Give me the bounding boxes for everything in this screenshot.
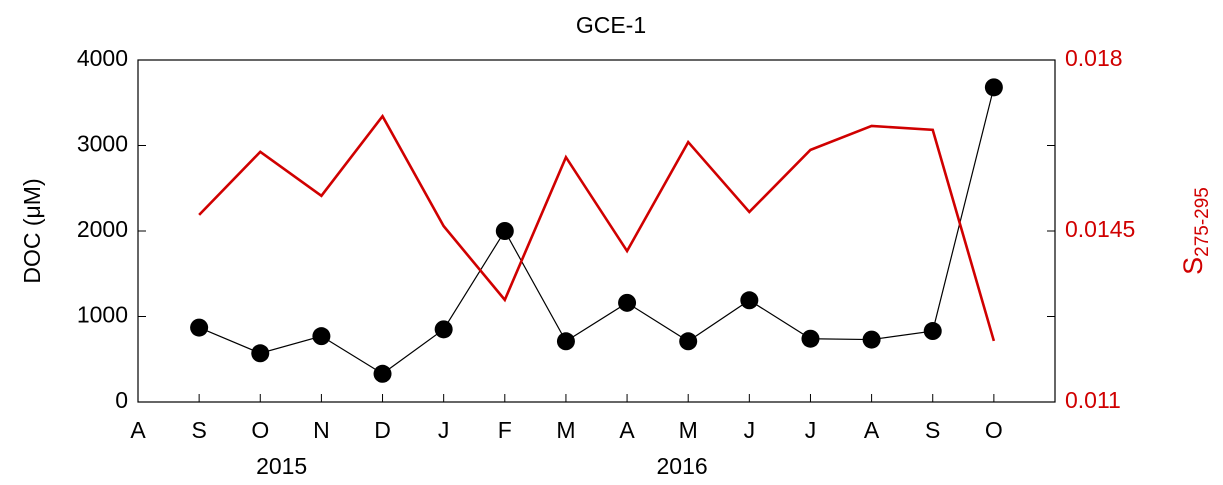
series-line [198, 113, 996, 342]
x-tick-label: A [619, 417, 635, 443]
x-tick-label: O [251, 417, 269, 443]
y-tick-label: 2000 [77, 216, 128, 242]
y-axis-label: DOC (μM) [19, 178, 45, 283]
y2-label-main: S [1178, 257, 1208, 275]
y2-axis-label: S275-295 [1178, 187, 1213, 275]
y2-tick-label: 0.011 [1065, 387, 1121, 413]
y-tick-label: 1000 [77, 302, 128, 328]
x-tick-label: M [679, 417, 698, 443]
data-point [923, 322, 942, 341]
data-point [190, 318, 209, 337]
plot-frame [137, 59, 1056, 403]
y-tick-label: 4000 [77, 45, 128, 71]
data-point [434, 320, 453, 339]
data-point [495, 222, 514, 240]
year-label: 2015 [256, 453, 307, 479]
data-point [556, 332, 575, 351]
x-tick-label: J [438, 417, 450, 443]
x-tick-label: J [805, 417, 817, 443]
x-tick-label: A [130, 417, 146, 443]
x-tick-label: N [313, 417, 330, 443]
x-tick-label: M [556, 417, 575, 443]
year-label: 2016 [657, 453, 708, 479]
x-tick-label: J [744, 417, 756, 443]
data-point [618, 293, 637, 312]
x-tick-label: S [191, 417, 206, 443]
y-tick-label: 0 [115, 387, 128, 413]
data-point [373, 364, 392, 383]
x-tick-label: A [864, 417, 880, 443]
chart-title: GCE-1 [576, 12, 646, 38]
x-tick-label: F [498, 417, 512, 443]
series-line [198, 87, 995, 375]
x-tick-label: D [374, 417, 391, 443]
data-point [740, 291, 759, 310]
y2-label-sub: 275-295 [1192, 187, 1213, 257]
x-tick-label: O [985, 417, 1003, 443]
y-tick-label: 3000 [77, 131, 128, 157]
data-point [862, 330, 881, 349]
data-point [984, 78, 1003, 97]
data-point [801, 329, 820, 348]
y2-tick-label: 0.018 [1065, 45, 1123, 71]
data-point [251, 344, 270, 363]
data-point [312, 327, 331, 346]
data-point [679, 332, 698, 351]
y2-tick-label: 0.0145 [1065, 216, 1135, 242]
x-tick-label: S [925, 417, 940, 443]
